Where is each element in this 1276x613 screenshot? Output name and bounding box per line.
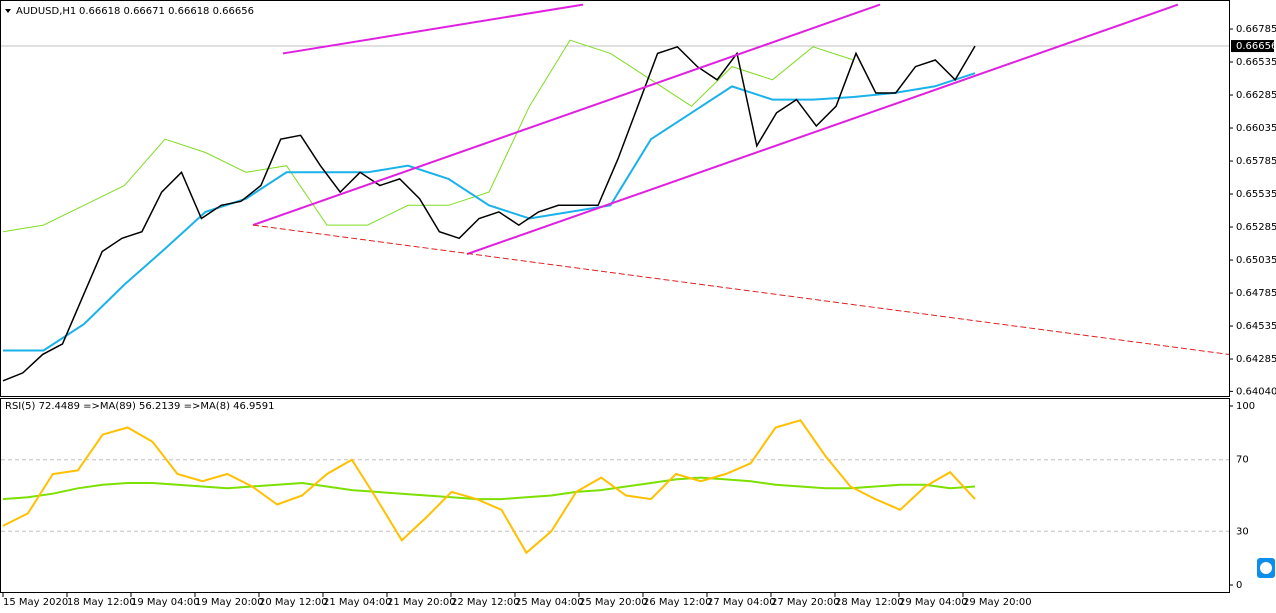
time-label: 28 May 12:00 <box>835 597 904 608</box>
rsi-tick-label: 70 <box>1236 455 1249 466</box>
time-label: 21 May 20:00 <box>387 597 456 608</box>
current-price-box <box>1231 40 1274 53</box>
time-label: 25 May 04:00 <box>515 597 584 608</box>
time-label: 18 May 12:00 <box>67 597 136 608</box>
price-tick-label: 0.64285 <box>1236 354 1276 365</box>
price-tick-label: 0.66035 <box>1236 123 1276 134</box>
time-label: 29 May 04:00 <box>899 597 968 608</box>
kijun-line <box>3 72 976 352</box>
time-label: 19 May 20:00 <box>195 597 264 608</box>
time-label: 21 May 04:00 <box>323 597 392 608</box>
time-label: 27 May 20:00 <box>771 597 840 608</box>
rsi-line <box>2 419 976 555</box>
price-tick-label: 0.66285 <box>1236 90 1276 101</box>
menu-arrow[interactable] <box>5 9 11 13</box>
price-tick-label: 0.64040 <box>1236 386 1276 397</box>
channel-line <box>282 3 584 55</box>
price-line <box>2 45 976 382</box>
price-tick-label: 0.64785 <box>1236 288 1276 299</box>
time-label: 27 May 04:00 <box>707 597 776 608</box>
current-price-label: 0.66656 <box>1236 41 1276 52</box>
time-label: 22 May 12:00 <box>451 597 520 608</box>
trend-line <box>252 224 1230 355</box>
time-label: 15 May 2020 <box>3 597 68 608</box>
price-tick-label: 0.65035 <box>1236 255 1276 266</box>
time-label: 26 May 12:00 <box>643 597 712 608</box>
price-tick-label: 0.65285 <box>1236 222 1276 233</box>
channel-line <box>252 3 881 226</box>
rsi-panel <box>0 398 1230 593</box>
symbol: AUDUSD,H1 <box>16 6 76 17</box>
time-label: 25 May 20:00 <box>579 597 648 608</box>
rsi-tick-label: 100 <box>1236 401 1255 412</box>
rsi-header: RSI(5) 72.4489 =>MA(89) 56.2139 =>MA(8) … <box>5 401 275 412</box>
time-label: 20 May 12:00 <box>259 597 328 608</box>
rsi-ma-line <box>2 476 976 501</box>
teamviewer-icon-dot <box>1260 562 1272 574</box>
channel-line <box>466 3 1179 256</box>
rsi-tick-label: 30 <box>1236 526 1249 537</box>
rsi-tick-label: 0 <box>1236 580 1242 591</box>
price-tick-label: 0.64535 <box>1236 321 1276 332</box>
price-tick-label: 0.65535 <box>1236 189 1276 200</box>
time-label: 29 May 20:00 <box>963 597 1032 608</box>
lagging-span <box>2 39 854 233</box>
price-tick-label: 0.66785 <box>1236 24 1276 35</box>
time-label: 19 May 04:00 <box>131 597 200 608</box>
price-tick-label: 0.65785 <box>1236 156 1276 167</box>
price-tick-label: 0.66535 <box>1236 57 1276 68</box>
quote: 0.66618 0.66671 0.66618 0.66656 <box>79 6 254 17</box>
